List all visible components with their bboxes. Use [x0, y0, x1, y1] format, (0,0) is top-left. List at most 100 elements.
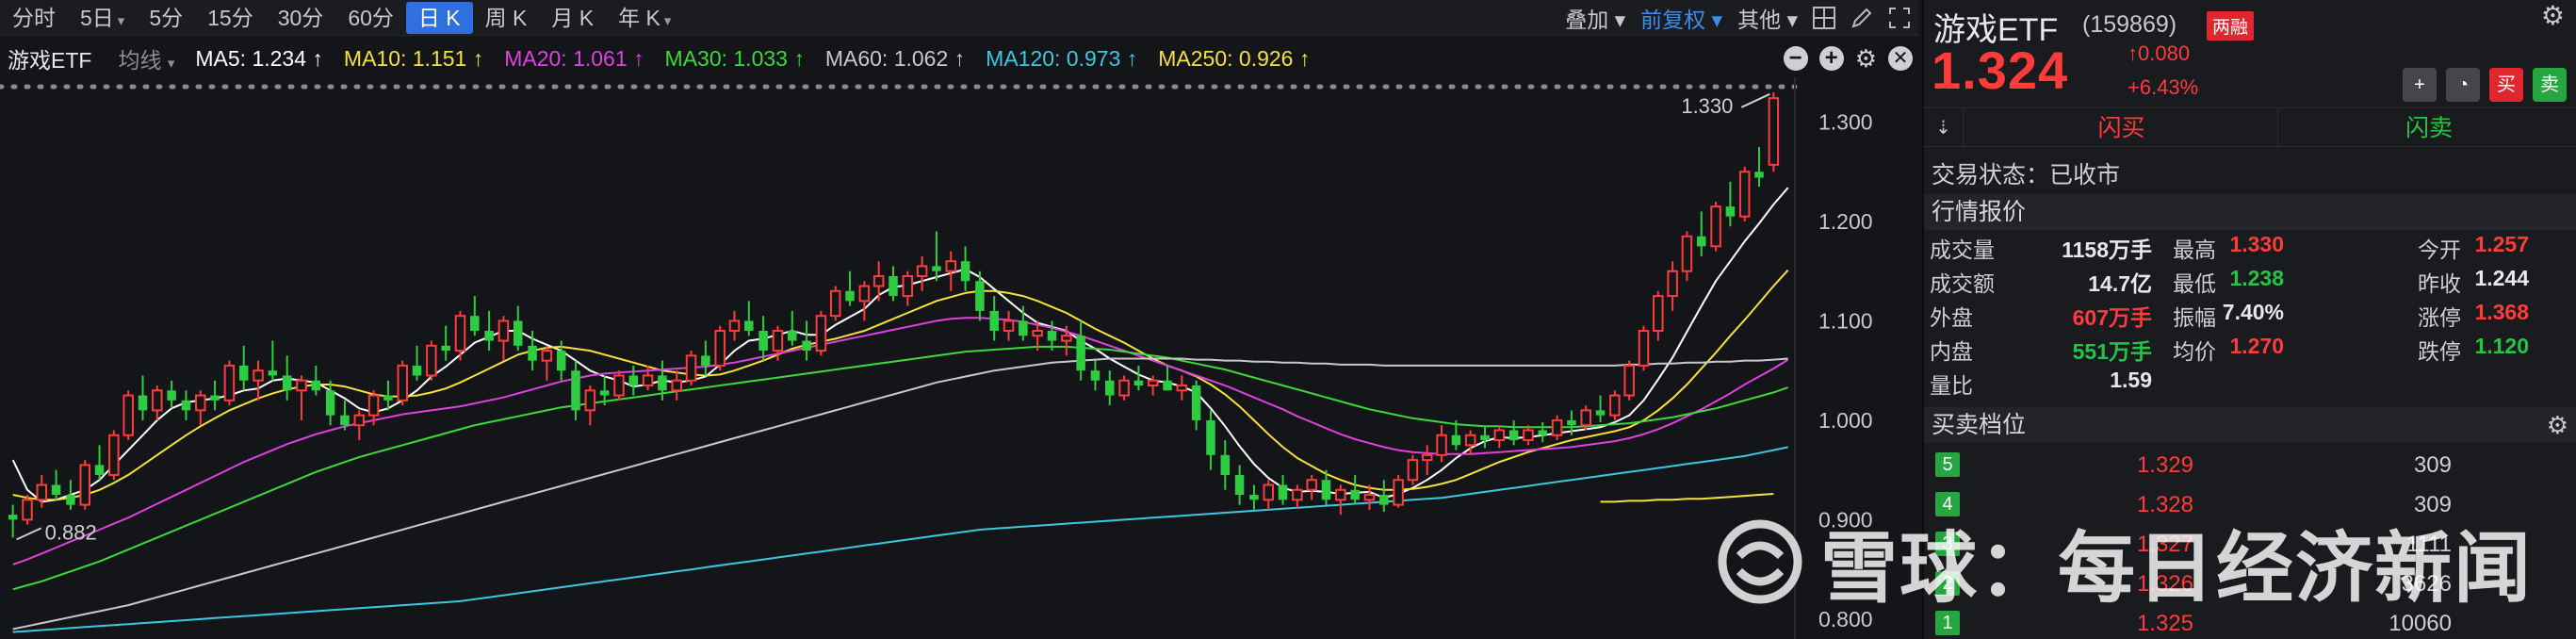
stat-label: 今开 [2418, 238, 2461, 262]
candle-body [282, 375, 292, 391]
candle-body [1321, 480, 1331, 500]
orderbook-volume: 3626 [2401, 571, 2452, 597]
tab-period-9[interactable]: 年 K ▾ [618, 5, 672, 30]
candle-body [1220, 454, 1231, 475]
candle-body [1306, 479, 1317, 491]
stat-value: 1.244 [2474, 266, 2529, 290]
orderbook-row[interactable]: 1 1.325 10060 [1924, 603, 2576, 639]
candle-body [1003, 320, 1015, 332]
tab-period-4[interactable]: 30分 [277, 5, 324, 30]
ma-legend-item: MA5: 1.234 ↑ [195, 45, 323, 71]
candle-body [1133, 380, 1144, 386]
tab-period-3[interactable]: 15分 [207, 5, 253, 30]
annotation-arrow [1740, 92, 1770, 108]
alert-bell-icon[interactable]: ◔ [2446, 68, 2480, 102]
stat-value: 1.120 [2474, 334, 2529, 358]
candle-body [728, 320, 741, 332]
ma-legend-item: MA30: 1.033 ↑ [664, 45, 805, 71]
expand-icon[interactable]: ⇣ [1924, 108, 1964, 148]
overlay-menu[interactable]: 叠加 ▾ [1565, 8, 1626, 32]
gear-icon[interactable]: ⚙ [2546, 411, 2568, 439]
candle-body [514, 320, 523, 346]
candle-body [325, 390, 335, 416]
flash-sell-button[interactable]: 闪卖 [2405, 115, 2453, 141]
stat-label: 成交额 [1930, 271, 1995, 296]
candle-body [441, 345, 450, 352]
orderbook-row[interactable]: 4 1.328 309 [1924, 484, 2576, 524]
flash-trade-bar: ⇣ 闪买 闪卖 [1924, 107, 2576, 148]
buy-button[interactable]: 买 [2489, 68, 2523, 102]
other-menu[interactable]: 其他 ▾ [1737, 8, 1798, 32]
candle-body [1754, 172, 1764, 178]
zoom-out-icon[interactable]: − [1783, 46, 1808, 71]
candle-body [1551, 418, 1563, 436]
annotation-high-label: 1.330 [1681, 94, 1733, 118]
candle-body [8, 515, 18, 520]
candle-body [960, 261, 970, 282]
candle-body [975, 281, 985, 311]
stat-value: 14.7亿 [2088, 271, 2152, 296]
quote-panel: 游戏ETF (159869) 两融 ⚙ 1.324 ↑0.080 +6.43% … [1922, 0, 2576, 639]
candle-body [1191, 385, 1201, 420]
fullscreen-icon[interactable] [1881, 0, 1918, 36]
candle-body [1580, 409, 1591, 427]
add-watchlist-button[interactable]: + [2403, 68, 2437, 102]
orderbook-row[interactable]: 3 1.327 1111 [1924, 524, 2576, 564]
tab-period-7[interactable]: 周 K [484, 5, 528, 30]
candle-body [1363, 494, 1376, 501]
stat-label: 涨停 [2418, 305, 2461, 330]
chart-title: 游戏ETF [8, 48, 92, 73]
candle-body [1147, 379, 1159, 387]
tab-period-8[interactable]: 月 K [551, 5, 595, 30]
orderbook-row[interactable]: 2 1.326 3626 [1924, 564, 2576, 603]
orderbook-price: 1.327 [2136, 532, 2193, 557]
candle-body [989, 310, 999, 331]
gear-icon[interactable]: ⚙ [1854, 43, 1877, 73]
close-icon[interactable]: ✕ [1888, 46, 1913, 71]
tab-period-6[interactable]: 日 K [405, 1, 473, 34]
candle-body [1493, 429, 1506, 442]
candle-body [744, 320, 754, 331]
candle-body [36, 483, 48, 501]
grid-layout-icon[interactable] [1805, 0, 1843, 36]
ma-legend-item: MA120: 0.973 ↑ [986, 45, 1138, 71]
candle-body [714, 329, 726, 367]
chart-panel: 分时 5日 ▾ 5分 15分 30分 60分日 K 周 K 月 K 年 K ▾ 叠加 ▾ 前复权 ▾… [0, 0, 1918, 639]
gear-icon[interactable]: ⚙ [2540, 1, 2565, 30]
candle-body [1567, 419, 1576, 426]
candle-body [1176, 385, 1188, 392]
draw-pen-icon[interactable] [1843, 0, 1881, 36]
security-code: (159869) [2082, 11, 2177, 38]
candle-body [1379, 495, 1389, 505]
candle-body [628, 375, 639, 386]
candle-body [1407, 459, 1419, 482]
orderbook-level-badge: 2 [1935, 571, 1960, 596]
ma-line-ma30 [12, 345, 1789, 591]
flash-buy-button[interactable]: 闪买 [1965, 108, 2278, 148]
price-change-pct: +6.43% [2128, 75, 2199, 99]
candle-body [94, 465, 105, 475]
stat-value: 1.238 [2229, 266, 2284, 290]
candle-body [1667, 270, 1678, 298]
candle-body [1163, 380, 1172, 391]
tab-period-1[interactable]: 5日 ▾ [80, 5, 125, 30]
sell-button[interactable]: 卖 [2533, 68, 2567, 102]
adjust-mode-menu[interactable]: 前复权 ▾ [1640, 8, 1723, 32]
tab-period-0[interactable]: 分时 [12, 5, 56, 30]
orderbook-level-badge: 5 [1935, 452, 1960, 477]
indicator-type-menu[interactable]: 均线 ▾ [118, 48, 175, 73]
kline-chart[interactable]: 1.300 1.200 1.100 1.000 0.900 0.800 1.330 0.882 [0, 77, 1918, 639]
orderbook-volume: 309 [2413, 452, 2452, 478]
candle-body [1263, 483, 1274, 501]
orderbook-row[interactable]: 5 1.329 309 [1924, 445, 2576, 484]
tab-period-5[interactable]: 60分 [348, 5, 394, 30]
candle-body [829, 289, 841, 318]
chevron-down-icon: ▾ [663, 12, 672, 29]
tab-period-2[interactable]: 5分 [149, 5, 184, 30]
margin-badge: 两融 [2207, 11, 2255, 41]
zoom-in-icon[interactable]: + [1818, 46, 1844, 71]
candle-body [353, 414, 366, 427]
candle-body [1523, 429, 1534, 442]
stat-label: 振幅 [2173, 305, 2216, 330]
